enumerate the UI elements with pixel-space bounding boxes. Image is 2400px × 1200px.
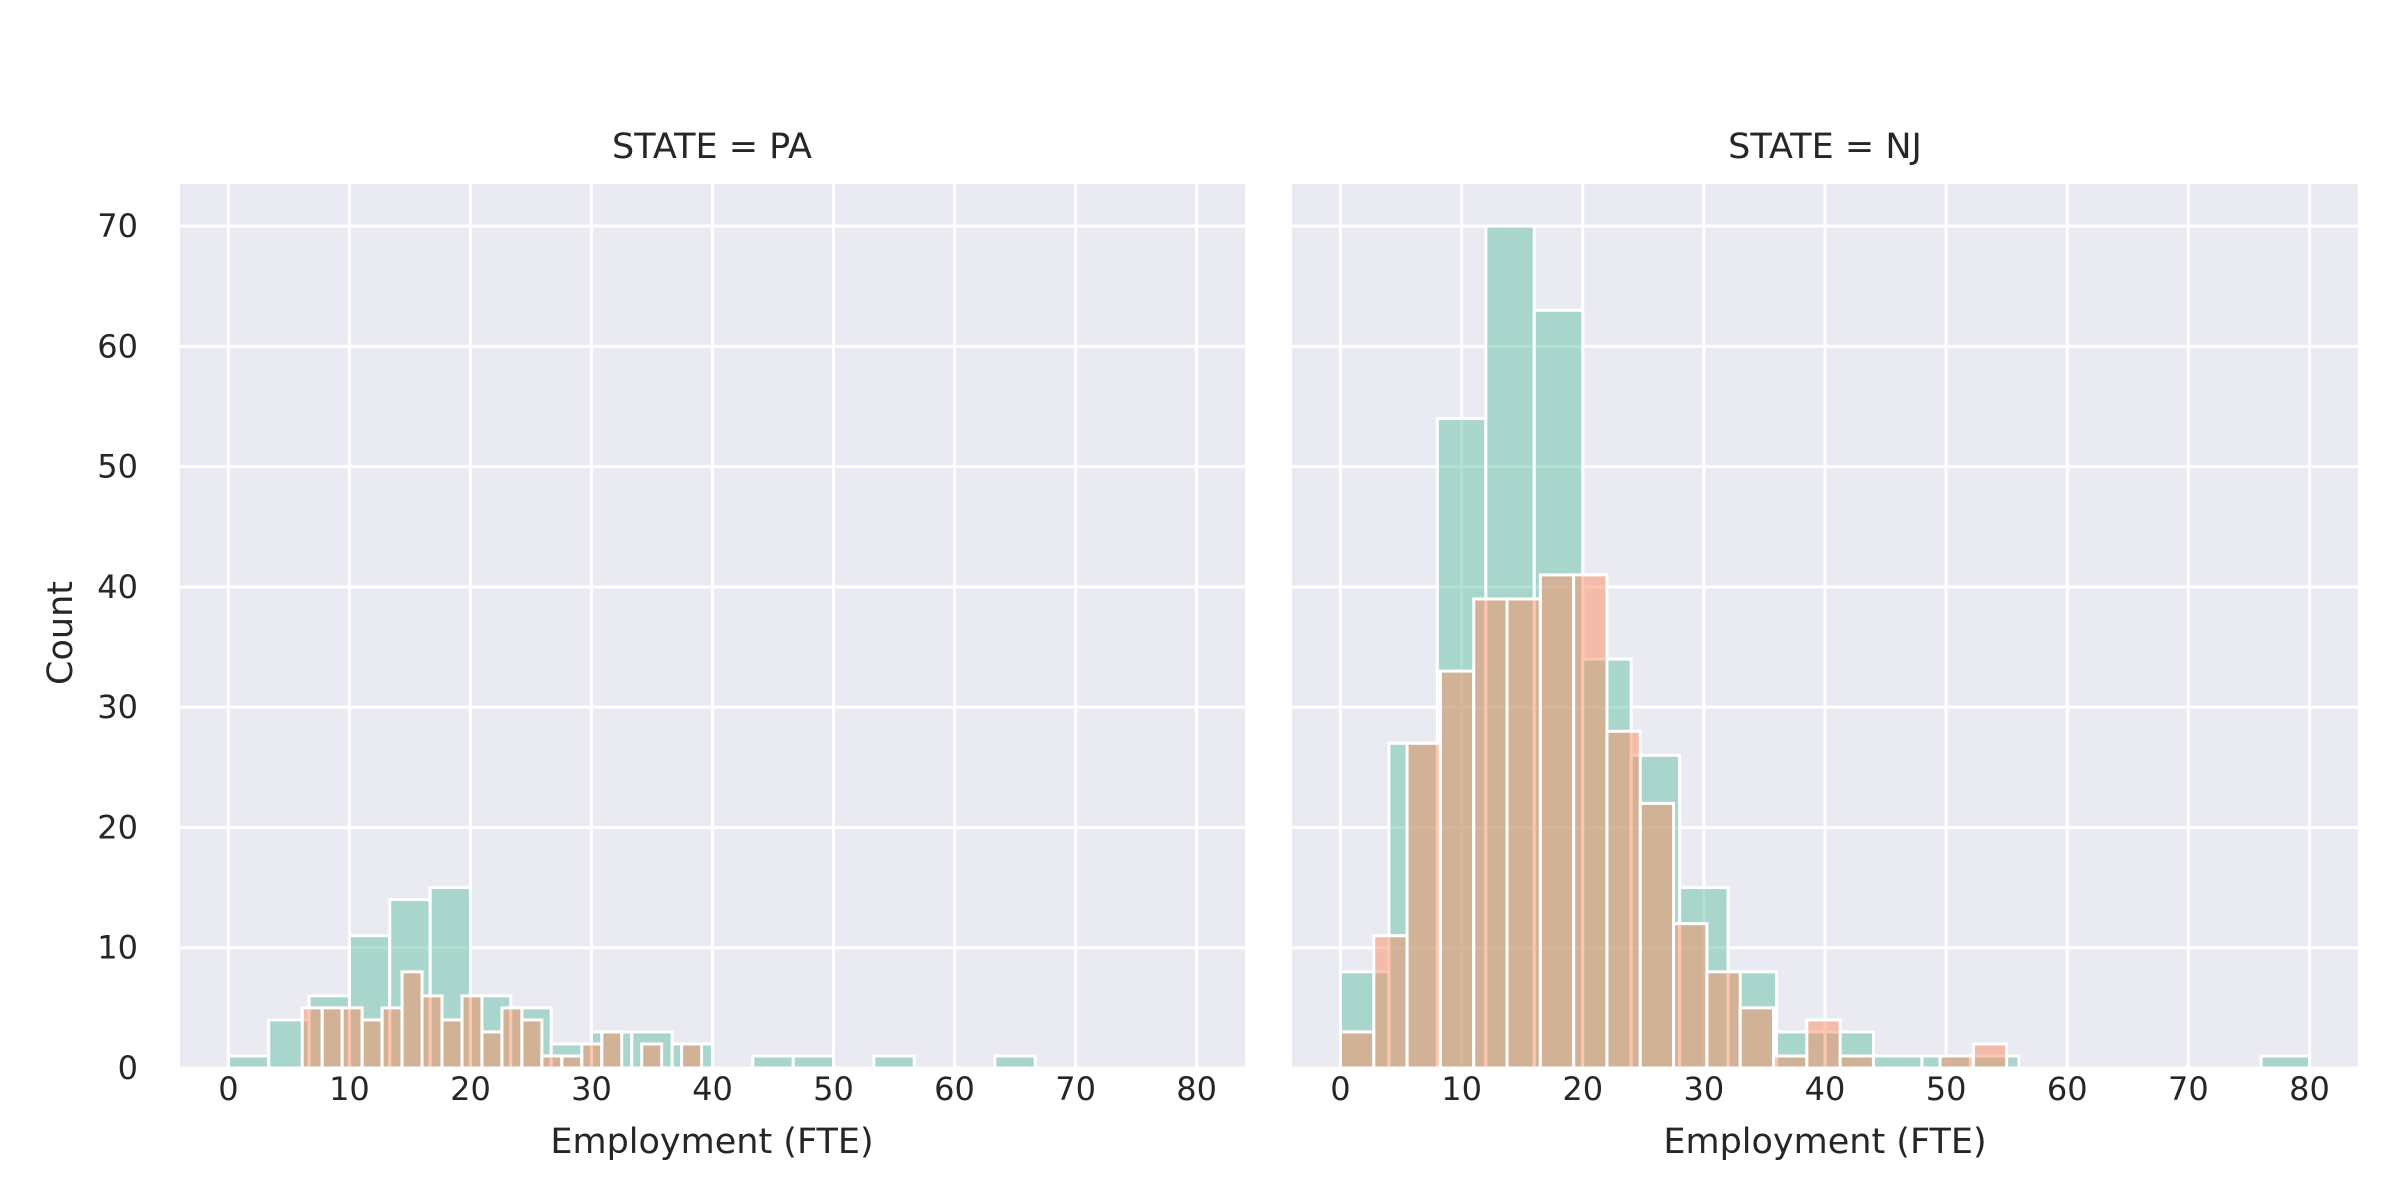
histogram-bar-series-2 — [1805, 1018, 1842, 1070]
y-tick-label: 0 — [118, 1049, 138, 1087]
histogram-bar-series-2 — [320, 1006, 344, 1070]
x-tick-label: 40 — [1805, 1070, 1846, 1108]
y-tick-label: 20 — [97, 808, 138, 846]
histogram-bar-series-2 — [340, 1006, 364, 1070]
x-tick-label: 10 — [1441, 1070, 1482, 1108]
x-tick-label: 70 — [1055, 1070, 1096, 1108]
facet-nj: STATE = NJ Employment (FTE) 0 10 20 30 40 50 6… — [1292, 127, 2358, 1162]
histogram-bar-series-2 — [1971, 1042, 2009, 1070]
histogram-bar-series-2 — [1472, 597, 1509, 1070]
histogram-bar-series-2 — [1738, 1006, 1776, 1070]
histogram-bar-series-2 — [1938, 1054, 1975, 1070]
histogram-bar-series-2 — [680, 1042, 704, 1070]
histogram-bar-series-2 — [1438, 669, 1476, 1070]
histogram-bar-series-2 — [480, 1030, 504, 1070]
histogram-bar-series-2 — [1638, 801, 1676, 1070]
histogram-bar-series-2 — [1838, 1054, 1875, 1070]
x-tick-label: 0 — [218, 1070, 238, 1108]
histogram-bar-series-2 — [1772, 1054, 1809, 1070]
histogram-bar-series-2 — [360, 1018, 384, 1070]
histogram-bar-series-1 — [2259, 1054, 2312, 1070]
x-tick-label: 80 — [1176, 1070, 1217, 1108]
x-tick-label: 50 — [813, 1070, 854, 1108]
histogram-bar-series-2 — [520, 1018, 544, 1070]
histogram-bar-series-2 — [1572, 573, 1609, 1070]
histogram-bar-series-2 — [1538, 573, 1576, 1070]
histogram-bar-series-2 — [400, 970, 424, 1070]
y-tick-label: 10 — [97, 929, 138, 967]
y-tick-label: 60 — [97, 327, 138, 365]
histogram-bar-series-1 — [791, 1054, 836, 1070]
x-tick-label: 10 — [329, 1070, 370, 1108]
y-tick-label: 30 — [97, 688, 138, 726]
x-tick-label: 20 — [450, 1070, 491, 1108]
x-tick-label: 30 — [571, 1070, 612, 1108]
histogram-bar-series-2 — [540, 1054, 564, 1070]
x-tick-label: 60 — [2047, 1070, 2088, 1108]
histogram-bar-series-2 — [1372, 934, 1409, 1070]
histogram-bar-series-2 — [380, 1006, 404, 1070]
facet-title-nj: STATE = NJ — [1728, 127, 1922, 167]
histogram-bar-series-2 — [1505, 597, 1542, 1070]
histogram-bar-series-2 — [1672, 922, 1709, 1070]
y-tick-label: 40 — [97, 568, 138, 606]
histogram-bar-series-1 — [1871, 1054, 1924, 1070]
x-tick-label: 20 — [1562, 1070, 1603, 1108]
histogram-bar-series-2 — [440, 1018, 464, 1070]
y-axis-label: Count — [41, 581, 81, 685]
histogram-bar-series-2 — [1405, 741, 1442, 1070]
histogram-bar-series-2 — [560, 1054, 584, 1070]
histogram-bar-series-2 — [1605, 729, 1642, 1070]
histogram-bar-series-2 — [460, 994, 484, 1070]
histogram-bar-series-2 — [600, 1030, 624, 1070]
histogram-bar-series-2 — [1338, 1030, 1376, 1070]
facet-pa: STATE = PA Employment (FTE) 0 10 20 30 40 50 6… — [97, 127, 1245, 1162]
histogram-bar-series-2 — [580, 1042, 604, 1070]
x-tick-label: 60 — [934, 1070, 975, 1108]
y-tick-label: 50 — [97, 448, 138, 486]
x-tick-label: 80 — [2289, 1070, 2330, 1108]
histogram-bar-series-1 — [993, 1054, 1037, 1070]
histogram-bar-series-2 — [300, 1006, 324, 1070]
y-tick-label: 70 — [97, 207, 138, 245]
histogram-bar-series-1 — [751, 1054, 795, 1070]
histogram-bar-series-2 — [640, 1042, 664, 1070]
x-tick-label: 40 — [692, 1070, 733, 1108]
x-axis-label-pa: Employment (FTE) — [550, 1122, 873, 1162]
facet-title-pa: STATE = PA — [612, 127, 812, 167]
x-tick-label: 0 — [1330, 1070, 1350, 1108]
histogram-bar-series-2 — [1705, 970, 1742, 1070]
histogram-bar-series-1 — [872, 1054, 916, 1070]
histogram-bar-series-2 — [500, 1006, 524, 1070]
x-axis-label-nj: Employment (FTE) — [1663, 1122, 1986, 1162]
histogram-bar-series-2 — [420, 994, 444, 1070]
histogram-bar-series-1 — [226, 1054, 271, 1070]
x-tick-label: 70 — [2168, 1070, 2209, 1108]
x-tick-label: 30 — [1684, 1070, 1725, 1108]
x-tick-label: 50 — [1926, 1070, 1967, 1108]
